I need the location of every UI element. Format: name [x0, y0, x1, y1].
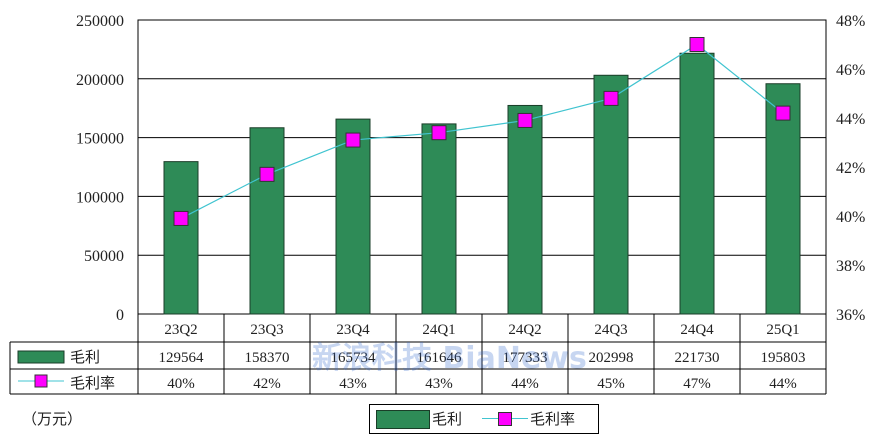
right-tick-label: 38% — [836, 258, 865, 275]
right-axis-ticks: 36% 38% 40% 42% 44% 46% 48% — [836, 13, 865, 324]
gross-margin-line — [180, 43, 784, 219]
line-series — [173, 37, 791, 226]
gross-margin-point — [259, 166, 275, 182]
gross-margin-value: 43% — [339, 376, 367, 392]
category-label: 24Q3 — [594, 322, 627, 338]
bar — [679, 52, 715, 315]
gross-profit-value: 177333 — [503, 350, 548, 366]
row-key-marker — [34, 374, 48, 388]
legend-item-gross-profit: 毛利 — [432, 410, 463, 428]
bar — [163, 161, 199, 315]
row-key-bar — [17, 350, 65, 364]
gross-margin-point — [173, 210, 189, 226]
bar — [507, 104, 543, 315]
gross-margin-point — [775, 105, 791, 121]
gross-margin-point — [689, 37, 705, 52]
left-tick-label: 250000 — [76, 13, 124, 30]
right-tick-label: 48% — [836, 13, 865, 30]
gross-margin-value: 44% — [769, 376, 797, 392]
gross-profit-value: 129564 — [159, 350, 205, 366]
bar — [765, 83, 801, 315]
gross-margin-point — [603, 90, 619, 106]
right-tick-label: 44% — [836, 111, 865, 128]
left-tick-label: 0 — [116, 307, 124, 324]
category-label: 23Q3 — [250, 322, 283, 338]
legend-marker-swatch — [498, 412, 512, 426]
category-label: 24Q1 — [422, 322, 455, 338]
left-tick-label: 200000 — [76, 72, 124, 89]
category-label: 23Q2 — [164, 322, 197, 338]
right-tick-label: 46% — [836, 62, 865, 79]
plot-area — [137, 19, 827, 315]
gross-margin-value: 44% — [511, 376, 539, 392]
gross-margin-value: 47% — [683, 376, 711, 392]
row-label-gross-profit: 毛利 — [70, 348, 100, 366]
watermark-text: 新浪科技 BiaNews — [312, 341, 587, 376]
bar — [335, 118, 371, 315]
gross-margin-point — [345, 132, 361, 148]
bar — [593, 74, 629, 315]
gridlines — [138, 19, 826, 315]
gross-profit-value: 221730 — [675, 350, 720, 366]
left-tick-label: 100000 — [76, 189, 124, 206]
category-label: 24Q4 — [680, 322, 714, 338]
row-label-gross-margin: 毛利率 — [70, 374, 115, 392]
category-label: 25Q1 — [766, 322, 799, 338]
right-tick-label: 36% — [836, 307, 865, 324]
gross-profit-value: 158370 — [245, 350, 290, 366]
gross-profit-value: 165734 — [331, 350, 377, 366]
gross-margin-point — [431, 125, 447, 141]
gross-margin-value: 42% — [253, 376, 281, 392]
legend-bar-swatch — [376, 410, 430, 429]
gross-margin-value: 40% — [167, 376, 195, 392]
bar — [249, 127, 285, 315]
right-tick-label: 40% — [836, 209, 865, 226]
right-tick-label: 42% — [836, 160, 865, 177]
left-tick-label: 150000 — [76, 131, 124, 148]
legend: 毛利 毛利率 — [369, 404, 599, 434]
gross-margin-value: 45% — [597, 376, 625, 392]
left-tick-label: 50000 — [84, 248, 124, 265]
left-axis-ticks: 0 50000 100000 150000 200000 250000 — [76, 13, 124, 324]
gross-profit-value: 195803 — [761, 350, 806, 366]
category-label: 24Q2 — [508, 322, 541, 338]
gross-margin-value: 43% — [425, 376, 453, 392]
data-table: 23Q2 23Q3 23Q4 24Q1 24Q2 24Q3 24Q4 25Q1 129564 15… — [9, 314, 827, 395]
bar — [421, 123, 457, 315]
legend-item-gross-margin: 毛利率 — [530, 410, 576, 428]
bars — [163, 52, 801, 315]
gross-margin-point — [517, 112, 533, 128]
gross-profit-value: 202998 — [589, 350, 634, 366]
category-label: 23Q4 — [336, 322, 370, 338]
gross-profit-value: 161646 — [417, 350, 463, 366]
unit-label: （万元） — [22, 410, 83, 428]
